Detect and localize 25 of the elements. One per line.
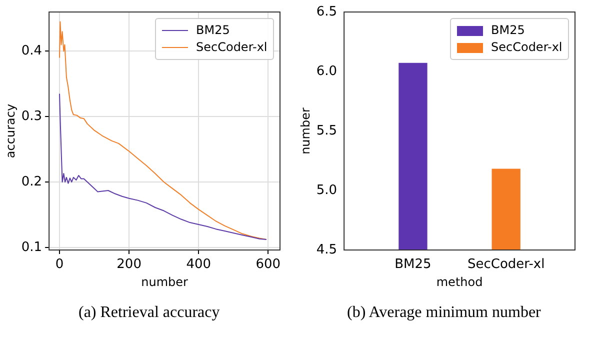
y-axis-title: accuracy: [3, 104, 18, 158]
x-axis-title: method: [436, 274, 483, 289]
legend-label: SecCoder-xl: [491, 39, 562, 56]
legend-label: BM25: [491, 22, 525, 39]
y-tick-label: 6.0: [316, 64, 338, 79]
legend-label: SecCoder-xl: [196, 39, 268, 56]
x-tick-label: SecCoder-xl: [468, 257, 545, 272]
x-tick-label: 600: [256, 257, 281, 272]
y-tick-label: 0.2: [21, 174, 42, 190]
text: (a) Retrieval accuracy: [78, 304, 220, 322]
y-tick-label: 5.0: [316, 182, 338, 198]
y-tick-label: 0.3: [21, 108, 42, 124]
y-tick-label: 0.4: [21, 44, 42, 59]
y-tick-label: 0.1: [21, 240, 42, 255]
y-tick-label: 6.5: [316, 4, 338, 20]
text: (b) Average minimum number: [347, 304, 541, 322]
x-tick-label: 200: [116, 257, 142, 272]
y-tick-label: 4.5: [316, 242, 338, 258]
y-tick-label: 5.5: [316, 123, 338, 138]
x-tick-label: BM25: [394, 257, 432, 272]
x-axis-title: number: [141, 274, 188, 289]
x-tick-label: 400: [186, 257, 212, 272]
legend-label: BM25: [196, 22, 230, 39]
y-axis-title: number: [298, 108, 312, 154]
x-tick-label: 0: [55, 257, 64, 272]
